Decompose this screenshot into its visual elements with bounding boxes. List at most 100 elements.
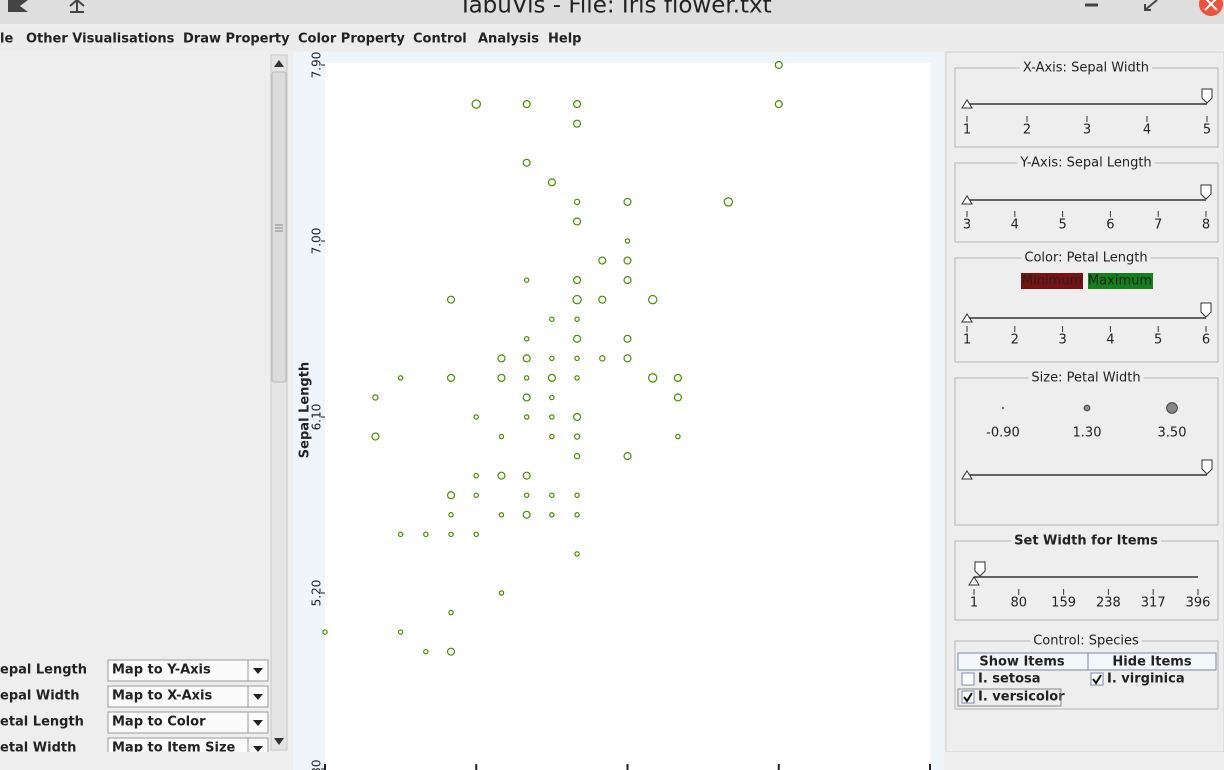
data-point (547, 373, 556, 382)
data-point (574, 551, 580, 557)
selected-frame (957, 688, 1062, 707)
slider-min-thumb[interactable] (961, 313, 973, 323)
menu-item[interactable]: Color Property (298, 32, 405, 47)
slider-min-thumb[interactable] (961, 470, 973, 480)
y-tick-label: 6.10 (310, 404, 324, 431)
slider-tick-label: 8 (1202, 218, 1210, 233)
data-point (549, 355, 555, 362)
panel-title-bg (1028, 375, 1144, 381)
species-label: I. setosa (978, 672, 1041, 687)
menu-item[interactable]: Draw Property (183, 32, 290, 47)
slider-tick-label: 80 (1011, 596, 1028, 611)
data-point (473, 531, 480, 538)
panel-title: Set Width for Items (1014, 534, 1158, 549)
data-point (574, 512, 580, 518)
data-point (549, 433, 555, 440)
species-label: I. versicolor (978, 690, 1065, 705)
data-point (573, 452, 581, 460)
data-point (446, 295, 456, 304)
menu-item[interactable]: Control (413, 32, 467, 47)
data-point (673, 373, 682, 382)
close-button[interactable] (1199, 0, 1223, 16)
maximize-button[interactable] (1144, 0, 1158, 11)
data-point (523, 414, 530, 420)
dropdown-arrow (253, 694, 263, 700)
data-point (498, 590, 505, 596)
left-panel (0, 52, 288, 752)
species-checkbox[interactable] (961, 672, 975, 686)
hide-items-button[interactable] (1087, 652, 1217, 671)
data-point (522, 393, 531, 402)
maximum-color[interactable] (1088, 273, 1153, 289)
data-point (497, 354, 506, 363)
panel-title: Control: Species (1033, 634, 1139, 649)
size-legend-label: -0.90 (986, 426, 1020, 441)
data-point (448, 531, 454, 538)
slider-thumb[interactable] (1200, 184, 1212, 200)
attribute-name: etal Width (0, 741, 76, 756)
data-point (523, 375, 530, 381)
data-point (574, 492, 580, 498)
data-point (647, 294, 658, 305)
minimum-color[interactable] (1021, 273, 1083, 289)
slider-tick-label: 7 (1154, 218, 1162, 233)
slider-tick-label: 3 (1058, 333, 1066, 348)
data-point (774, 100, 783, 109)
data-point (598, 256, 607, 265)
data-point (549, 512, 555, 518)
slider-tick-label: 2 (1023, 123, 1031, 138)
menu-item[interactable]: Analysis (478, 32, 539, 47)
data-point (573, 100, 582, 109)
menu-item[interactable]: le (0, 32, 13, 47)
slider-thumb[interactable] (1200, 302, 1212, 318)
mapping-dropdown[interactable] (107, 685, 269, 708)
data-point (623, 197, 632, 206)
menu-item[interactable]: Other Visualisations (26, 32, 175, 47)
panel-title-bg (1019, 65, 1153, 71)
menu-item[interactable]: Help (548, 32, 581, 47)
scroll-thumb[interactable] (271, 71, 287, 383)
data-point (573, 433, 581, 440)
slider-min-thumb[interactable] (968, 576, 980, 586)
data-point (522, 158, 531, 167)
y-tick-label: .30 (310, 759, 324, 770)
data-point (573, 217, 582, 226)
data-point (372, 394, 379, 401)
data-point (473, 414, 480, 420)
dropdown-arrow (253, 720, 263, 726)
status-cover (0, 752, 293, 770)
data-point (446, 373, 456, 382)
slider-thumb[interactable] (1201, 88, 1213, 104)
data-point (523, 277, 530, 283)
data-point (623, 354, 632, 363)
panel-title: Y-Axis: Sepal Length (1019, 156, 1151, 171)
slider-thumb[interactable] (974, 561, 986, 577)
data-point (574, 355, 580, 362)
data-point (574, 375, 580, 381)
window-icon[interactable] (8, 0, 28, 12)
y-tick-label: 7.00 (310, 228, 324, 255)
data-point (497, 373, 506, 382)
mapping-dropdown[interactable] (107, 711, 269, 734)
data-point (322, 629, 328, 635)
slider-tick-label: 3 (1083, 123, 1091, 138)
data-point (774, 60, 783, 70)
mapping-dropdown[interactable] (107, 659, 269, 682)
slider-min-thumb[interactable] (961, 99, 973, 109)
slider-tick-label: 4 (1011, 218, 1019, 233)
pin-button[interactable] (69, 0, 85, 13)
dropdown-arrow (253, 746, 263, 752)
data-point (371, 432, 380, 441)
data-point (423, 648, 429, 655)
slider-min-thumb[interactable] (961, 195, 973, 205)
close-icon (1204, 0, 1218, 11)
data-point (448, 609, 454, 616)
data-point (397, 375, 404, 381)
data-point (446, 491, 456, 500)
y-tick-label: 5.20 (310, 580, 324, 607)
slider-thumb[interactable] (1201, 459, 1213, 475)
data-point (549, 316, 555, 322)
data-point (573, 119, 582, 128)
data-point (397, 629, 404, 635)
data-point (573, 334, 582, 343)
